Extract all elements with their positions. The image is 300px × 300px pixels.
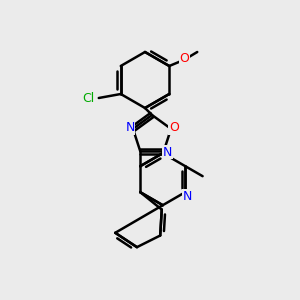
Text: N: N (125, 121, 135, 134)
Text: O: O (169, 121, 179, 134)
Text: N: N (163, 146, 172, 159)
Text: Cl: Cl (82, 92, 95, 104)
Text: N: N (183, 190, 192, 203)
Text: O: O (179, 52, 189, 65)
